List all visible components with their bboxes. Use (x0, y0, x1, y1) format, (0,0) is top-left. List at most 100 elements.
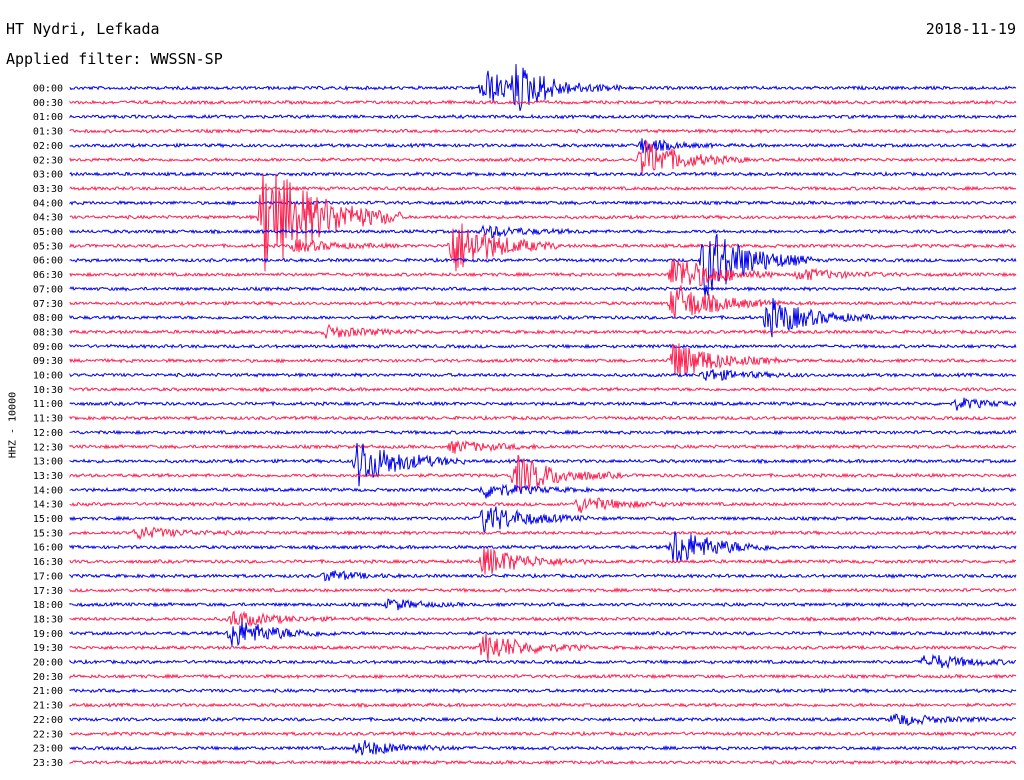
time-tick-label: 01:30 (33, 127, 63, 138)
y-axis-label: HHZ - 10000 (7, 391, 19, 459)
time-tick-label: 09:30 (33, 356, 63, 367)
trace-line (69, 740, 1017, 756)
time-tick-labels: 00:00 00:30 01:00 01:30 02:00 02:30 03:00 03:30… (33, 84, 63, 769)
trace-line (69, 702, 1017, 709)
time-tick-label: 16:00 (33, 543, 63, 554)
trace-line (69, 397, 1017, 411)
time-tick-label: 09:00 (33, 342, 63, 353)
time-tick-label: 01:00 (33, 112, 63, 123)
time-tick-label: 07:30 (33, 299, 63, 310)
trace-line (69, 285, 1017, 293)
time-tick-label: 11:30 (33, 414, 63, 425)
trace-line (69, 284, 1017, 319)
time-tick-label: 10:30 (33, 385, 63, 396)
time-tick-label: 05:00 (33, 227, 63, 238)
trace-line (69, 113, 1017, 120)
time-tick-label: 21:00 (33, 686, 63, 697)
time-tick-label: 23:30 (33, 758, 63, 769)
time-tick-label: 22:30 (33, 729, 63, 740)
time-tick-label: 20:00 (33, 658, 63, 669)
filter-subtitle: Applied filter: WWSSN-SP (6, 50, 223, 68)
trace-line (69, 531, 1017, 563)
trace-line (69, 223, 1017, 272)
trace-line (69, 127, 1017, 135)
trace-line (69, 546, 1017, 575)
trace-line (69, 439, 1017, 454)
trace-line (69, 139, 1017, 175)
trace-line (69, 443, 1017, 487)
trace-line (69, 63, 1017, 111)
trace-line (69, 598, 1017, 611)
trace-group (69, 63, 1017, 766)
trace-line (69, 173, 1017, 272)
time-tick-label: 23:00 (33, 744, 63, 755)
time-tick-label: 02:30 (33, 155, 63, 166)
time-tick-label: 05:30 (33, 241, 63, 252)
trace-line (69, 570, 1017, 582)
time-tick-label: 15:00 (33, 514, 63, 525)
time-tick-label: 18:00 (33, 600, 63, 611)
date-label: 2018-11-19 (925, 20, 1016, 38)
time-tick-label: 12:30 (33, 442, 63, 453)
trace-line (69, 386, 1017, 393)
trace-line (69, 526, 1017, 541)
time-tick-label: 13:00 (33, 457, 63, 468)
time-tick-label: 08:30 (33, 327, 63, 338)
trace-line (69, 170, 1017, 178)
trace-line (69, 730, 1017, 737)
time-tick-label: 00:30 (33, 98, 63, 109)
trace-line (69, 298, 1017, 338)
time-tick-label: 02:00 (33, 141, 63, 152)
trace-line (69, 497, 1017, 514)
trace-line (69, 454, 1017, 494)
trace-line (69, 713, 1017, 727)
time-tick-label: 21:30 (33, 701, 63, 712)
trace-line (69, 587, 1017, 594)
trace-line (69, 483, 1017, 499)
trace-line (69, 506, 1017, 533)
trace-line (69, 258, 1017, 287)
trace-line (69, 369, 1017, 381)
trace-line (69, 759, 1017, 766)
trace-line (69, 610, 1017, 627)
trace-line (69, 199, 1017, 206)
time-tick-label: 06:00 (33, 256, 63, 267)
time-tick-label: 17:00 (33, 571, 63, 582)
time-tick-label: 17:30 (33, 586, 63, 597)
time-tick-label: 22:00 (33, 715, 63, 726)
time-tick-label: 04:30 (33, 213, 63, 224)
trace-line (69, 343, 1017, 350)
time-tick-label: 15:30 (33, 528, 63, 539)
trace-line (69, 633, 1017, 662)
time-tick-label: 07:00 (33, 284, 63, 295)
time-tick-label: 03:00 (33, 170, 63, 181)
trace-line (69, 414, 1017, 422)
time-tick-label: 14:30 (33, 500, 63, 511)
trace-line (69, 653, 1017, 670)
trace-line (69, 429, 1017, 436)
time-tick-label: 06:30 (33, 270, 63, 281)
time-tick-label: 11:00 (33, 399, 63, 410)
trace-line (69, 621, 1017, 647)
trace-line (69, 224, 1017, 239)
time-tick-label: 04:00 (33, 198, 63, 209)
time-tick-label: 18:30 (33, 614, 63, 625)
time-tick-label: 12:00 (33, 428, 63, 439)
time-tick-label: 19:00 (33, 629, 63, 640)
time-tick-label: 00:00 (33, 84, 63, 95)
time-tick-label: 03:30 (33, 184, 63, 195)
station-title: HT Nydri, Lefkada (6, 20, 160, 38)
trace-line (69, 138, 1017, 154)
time-tick-label: 10:00 (33, 371, 63, 382)
time-tick-label: 19:30 (33, 643, 63, 654)
time-tick-label: 13:30 (33, 471, 63, 482)
time-tick-label: 16:30 (33, 557, 63, 568)
time-tick-label: 20:30 (33, 672, 63, 683)
trace-line (69, 687, 1017, 694)
trace-line (69, 343, 1017, 376)
time-tick-label: 14:00 (33, 485, 63, 496)
time-tick-label: 08:00 (33, 313, 63, 324)
trace-line (69, 323, 1017, 339)
trace-line (69, 234, 1017, 299)
